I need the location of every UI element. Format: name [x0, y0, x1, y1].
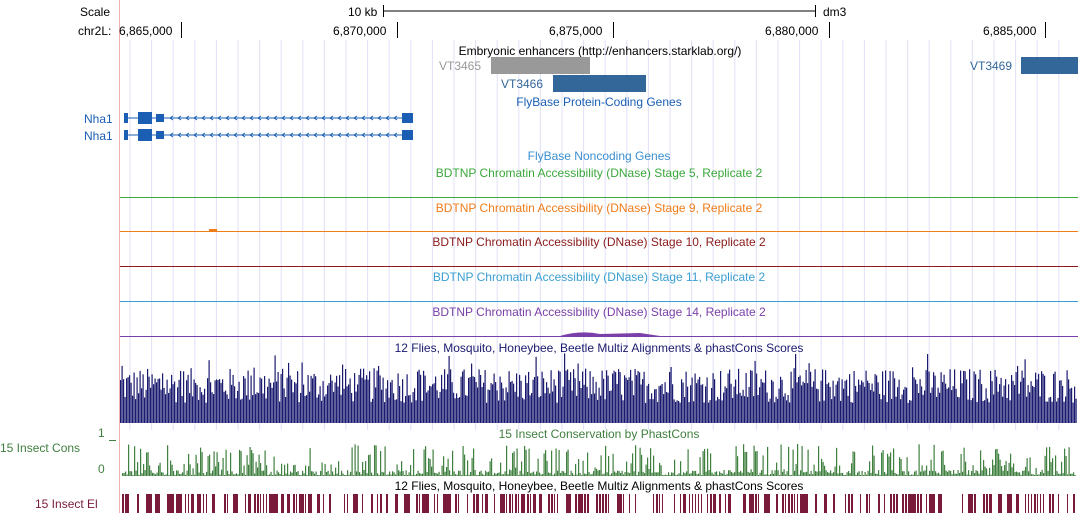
- track-title-dnase-stage14: BDTNP Chromatin Accessibility (DNase) St…: [432, 305, 766, 319]
- dnase-stage14-peak: [560, 332, 660, 336]
- gene-label-nha1-a[interactable]: Nha1: [84, 112, 113, 126]
- track-title-dnase-stage9: BDTNP Chromatin Accessibility (DNase) St…: [436, 201, 763, 215]
- track-enhancers[interactable]: Embryonic enhancers (http://enhancers.st…: [439, 44, 1078, 92]
- track-dnase-stage14[interactable]: BDTNP Chromatin Accessibility (DNase) St…: [120, 305, 1078, 337]
- track-multiz[interactable]: 12 Flies, Mosquito, Honeybee, Beetle Mul…: [120, 341, 1077, 423]
- phastcons-signal: [122, 444, 1076, 476]
- track-dnase-stage11[interactable]: BDTNP Chromatin Accessibility (DNase) St…: [120, 270, 1078, 302]
- track-dnase-stage5[interactable]: BDTNP Chromatin Accessibility (DNase) St…: [120, 166, 1078, 198]
- track-title-flybase-noncoding: FlyBase Noncoding Genes: [528, 149, 671, 163]
- enhancer-vt3469[interactable]: [1021, 57, 1078, 74]
- track-elements[interactable]: 12 Flies, Mosquito, Honeybee, Beetle Mul…: [35, 479, 1075, 513]
- enhancer-label-vt3466[interactable]: VT3466: [501, 77, 543, 91]
- tick-label-2: 6,870,000: [333, 24, 387, 38]
- elements-blocks: [122, 494, 1075, 513]
- scale-bar-label: 10 kb: [348, 5, 378, 19]
- side-label-elements[interactable]: 15 Insect El: [35, 497, 98, 511]
- tick-label-1: 6,865,000: [119, 24, 173, 38]
- tick-label-4: 6,880,000: [765, 24, 819, 38]
- scale-label: Scale: [80, 5, 110, 19]
- track-title-dnase-stage5: BDTNP Chromatin Accessibility (DNase) St…: [436, 166, 763, 180]
- enhancer-label-vt3465[interactable]: VT3465: [439, 59, 481, 73]
- track-title-dnase-stage11: BDTNP Chromatin Accessibility (DNase) St…: [433, 270, 766, 284]
- enhancer-label-vt3469[interactable]: VT3469: [970, 59, 1012, 73]
- tick-label-3: 6,875,000: [549, 24, 603, 38]
- track-flybase-coding[interactable]: FlyBase Protein-Coding Genes Nha1 Nha1: [84, 95, 682, 143]
- track-title-flybase-coding: FlyBase Protein-Coding Genes: [516, 95, 681, 109]
- ruler[interactable]: Scale 10 kb dm3 chr2L: 6,865,000 6,870,0…: [78, 5, 1046, 38]
- track-title-enhancers: Embryonic enhancers (http://enhancers.st…: [459, 44, 742, 58]
- track-title-dnase-stage10: BDTNP Chromatin Accessibility (DNase) St…: [432, 235, 766, 249]
- tick-label-5: 6,885,000: [983, 24, 1037, 38]
- phastcons-axis-min: 0: [98, 462, 105, 476]
- track-phastcons[interactable]: 15 Insect Conservation by PhastCons 15 I…: [0, 426, 1076, 476]
- track-title-phastcons: 15 Insect Conservation by PhastCons: [499, 427, 700, 441]
- track-title-multiz: 12 Flies, Mosquito, Honeybee, Beetle Mul…: [395, 341, 804, 355]
- gene-model-nha1-a[interactable]: [124, 112, 413, 124]
- enhancer-vt3465[interactable]: [491, 57, 590, 74]
- phastcons-axis-max: 1: [98, 426, 105, 440]
- enhancer-vt3466[interactable]: [553, 75, 646, 92]
- track-dnase-stage9[interactable]: BDTNP Chromatin Accessibility (DNase) St…: [120, 201, 1078, 232]
- dnase-stage9-peak: [209, 229, 217, 231]
- multiz-signal: [120, 353, 1077, 423]
- gene-model-nha1-b[interactable]: [124, 129, 413, 141]
- track-dnase-stage10[interactable]: BDTNP Chromatin Accessibility (DNase) St…: [120, 235, 1078, 267]
- track-title-elements: 12 Flies, Mosquito, Honeybee, Beetle Mul…: [395, 479, 804, 493]
- guide-lines: [129, 40, 1060, 430]
- assembly-label: dm3: [823, 5, 847, 19]
- gene-label-nha1-b[interactable]: Nha1: [84, 129, 113, 143]
- side-label-phastcons[interactable]: 15 Insect Cons: [0, 441, 80, 455]
- chrom-label: chr2L:: [78, 24, 111, 38]
